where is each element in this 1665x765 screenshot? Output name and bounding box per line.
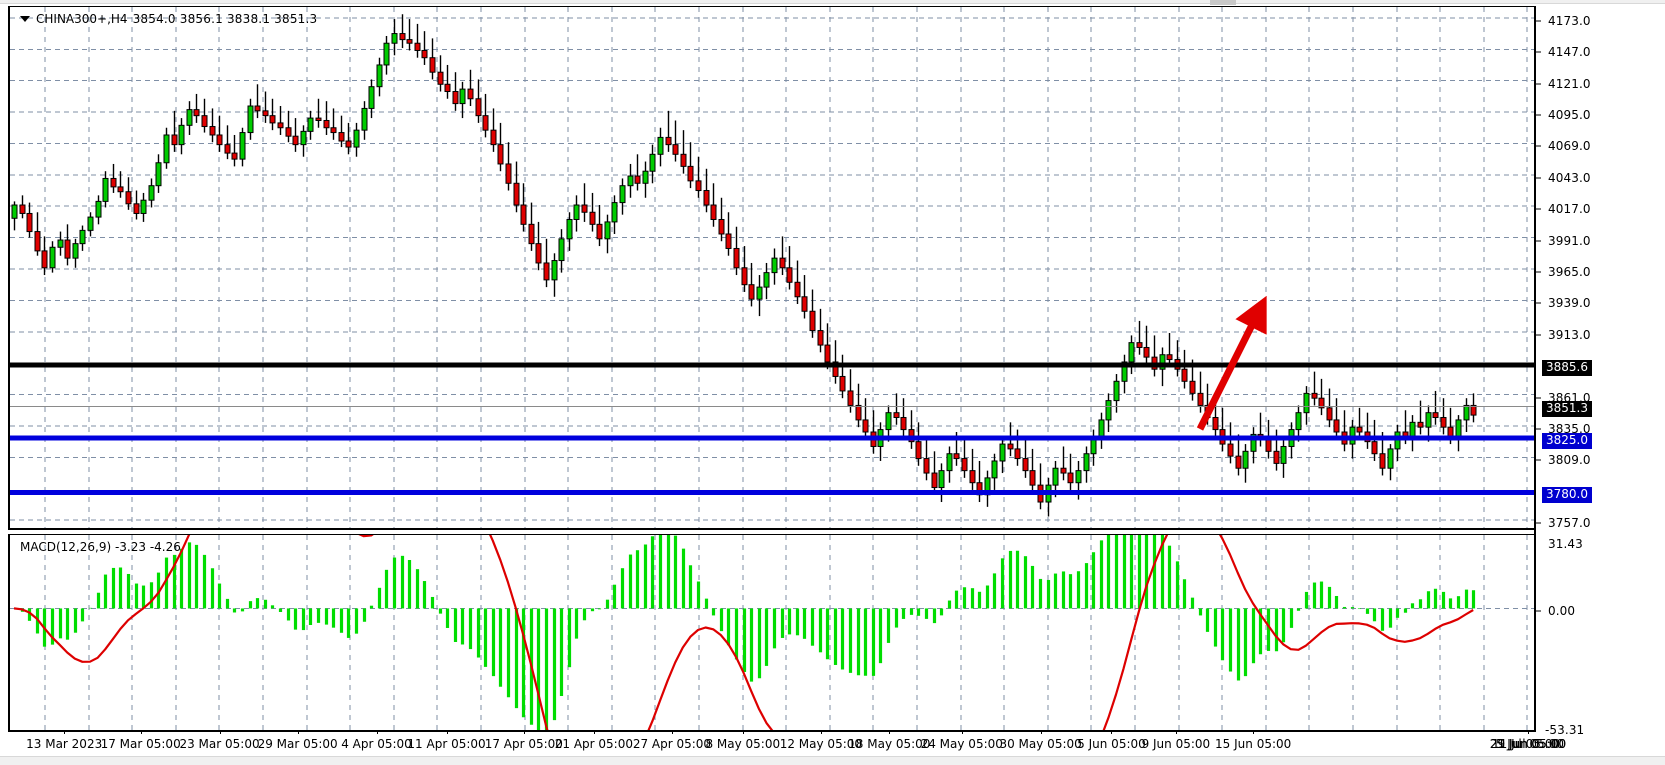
- price-tick-mark: [1536, 397, 1541, 399]
- price-tick-label: 4147.0: [1548, 45, 1591, 60]
- price-tick-label: 3861.0: [1548, 390, 1591, 405]
- chart-frame: CHINA300+,H4 3854.0 3856.1 3838.1 3851.3…: [2, 4, 1663, 756]
- price-tick-mark: [1536, 240, 1541, 242]
- price-tick-label: 3965.0: [1548, 265, 1591, 279]
- time-tick-mark: [1111, 730, 1113, 734]
- price-tick-mark: [1536, 20, 1541, 22]
- price-tick-mark: [1536, 51, 1541, 53]
- price-tick-label: 3991.0: [1548, 233, 1591, 248]
- ohlc-values-label: 3854.0 3856.1 3838.1 3851.3: [132, 12, 318, 26]
- time-tick-mark: [1175, 730, 1177, 734]
- price-badge-support-level[interactable]: 3780.0: [1542, 487, 1592, 504]
- time-axis-label: 27 Apr 05:00: [632, 737, 712, 751]
- price-tick-label: 3913.0: [1548, 327, 1591, 342]
- price-tick-label: 3835.0: [1548, 421, 1591, 436]
- time-axis-label: 15 Jun 05:00: [1215, 737, 1292, 751]
- price-chart-panel[interactable]: CHINA300+,H4 3854.0 3856.1 3838.1 3851.3: [8, 6, 1534, 530]
- macd-label: MACD(12,26,9) -3.23 -4.26: [20, 540, 181, 554]
- price-tick-mark: [1536, 145, 1541, 147]
- macd-series: [13, 535, 1476, 730]
- price-tick-mark: [1536, 114, 1541, 116]
- time-tick-mark: [523, 730, 525, 734]
- time-tick-mark: [1040, 730, 1042, 734]
- price-tick-label: 3809.0: [1548, 453, 1591, 468]
- time-tick-mark: [64, 730, 66, 734]
- time-axis-label: 24 May 05:00: [920, 737, 1003, 751]
- price-tick-label: 4121.0: [1548, 76, 1591, 91]
- quote-header: CHINA300+,H4 3854.0 3856.1 3838.1 3851.3: [20, 12, 317, 26]
- time-axis-label: 17 Apr 05:00: [484, 737, 563, 751]
- time-axis-label: 29 Mar 05:00: [257, 737, 338, 751]
- horizontal-scrollbar-thumb[interactable]: [1210, 0, 1236, 5]
- time-axis-label: 11 Apr 05:00: [407, 737, 486, 751]
- time-tick-mark: [820, 730, 822, 734]
- time-axis-label: 21 Apr 05:00: [554, 737, 633, 751]
- price-tick-mark: [1536, 83, 1541, 85]
- time-tick-mark: [297, 730, 299, 734]
- time-tick-mark: [742, 730, 744, 734]
- price-tick-label: 4095.0: [1548, 108, 1591, 123]
- time-axis-label: 4 Apr 05:00: [341, 737, 412, 751]
- time-tick-mark: [140, 730, 142, 734]
- time-tick-mark: [889, 730, 891, 734]
- price-tick-label: 3757.0: [1548, 516, 1591, 531]
- price-tick-mark: [1536, 334, 1541, 336]
- price-tick-label: 4173.0: [1548, 13, 1591, 28]
- time-axis-label: 12 May 05:00: [779, 737, 863, 751]
- price-tick-mark: [1536, 522, 1541, 524]
- price-tick-mark: [1536, 271, 1541, 273]
- macd-tick-mark: [1536, 610, 1541, 612]
- price-tick-label: 4043.0: [1548, 170, 1591, 185]
- time-axis-label: 5 Jun 05:00: [1077, 737, 1146, 751]
- time-axis-label: 13 Mar 2023: [26, 737, 103, 751]
- candlestick-series: [10, 14, 1534, 517]
- time-tick-mark: [446, 730, 448, 734]
- time-axis-label: 11 Jul 05:00: [1492, 737, 1564, 751]
- price-badge-support-level[interactable]: 3825.0: [1542, 433, 1592, 450]
- axis-right-rule: [1534, 6, 1536, 732]
- time-tick-mark: [961, 730, 963, 734]
- time-axis-label: 30 May 05:00: [999, 737, 1082, 751]
- time-axis-label: 23 Mar 05:00: [179, 737, 260, 751]
- macd-tick-label: 31.43: [1548, 537, 1583, 551]
- time-axis-label: 9 Jun 05:00: [1141, 737, 1211, 751]
- time-axis-label: 29 Jun 05:00: [1489, 737, 1567, 751]
- caret-down-icon[interactable]: [20, 16, 30, 22]
- time-axis-label: 21 Jun 05:00: [1489, 737, 1567, 751]
- macd-tick-label: 0.00: [1548, 604, 1576, 619]
- time-axis[interactable]: 13 Mar 2023 17 Mar 05:00 23 Mar 05:00 29 Ma…: [8, 730, 1566, 758]
- window-top-strip: [0, 0, 1665, 5]
- price-tick-label: 4069.0: [1548, 139, 1591, 154]
- time-axis-label: 17 Mar 05:00: [100, 737, 181, 751]
- price-tick-mark: [1536, 459, 1541, 461]
- time-tick-mark: [1528, 730, 1529, 734]
- price-tick-mark: [1536, 208, 1541, 210]
- price-axis[interactable]: 4173.0 4147.0 4121.0 4095.0 4069.0 4043.0 4017…: [1536, 6, 1663, 737]
- price-tick-label: 3939.0: [1548, 296, 1591, 311]
- price-tick-mark: [1536, 302, 1541, 304]
- time-tick-mark: [1253, 730, 1255, 734]
- symbol-timeframe-label: CHINA300+,H4: [36, 12, 128, 26]
- window-bottom-strip: [0, 756, 1665, 765]
- macd-tick-label: -53.31: [1545, 723, 1585, 737]
- time-tick-mark: [376, 730, 378, 734]
- time-axis-label: 18 May 05:00: [848, 737, 931, 751]
- price-badge-resistance-level[interactable]: 3885.6: [1542, 359, 1592, 376]
- price-tick-label: 4017.0: [1548, 202, 1591, 217]
- price-tick-mark: [1536, 428, 1541, 430]
- time-axis-label: 5 Jul 05:00: [1495, 737, 1561, 751]
- time-tick-mark: [219, 730, 221, 734]
- price-badge-last-price[interactable]: 3851.3: [1542, 401, 1592, 418]
- time-tick-mark: [593, 730, 595, 734]
- time-axis-label: 8 May 05:00: [705, 737, 781, 751]
- price-grid: [10, 7, 1534, 528]
- time-tick-mark: [671, 730, 673, 734]
- macd-indicator-panel[interactable]: MACD(12,26,9) -3.23 -4.26: [8, 534, 1534, 732]
- price-tick-mark: [1536, 177, 1541, 179]
